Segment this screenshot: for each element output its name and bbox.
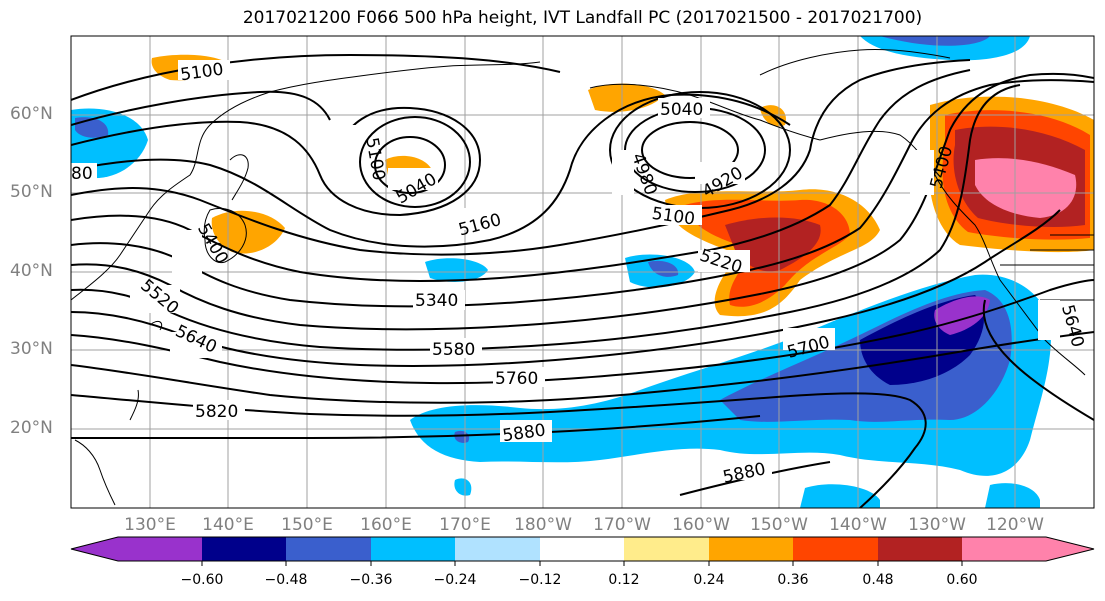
colorbar-segment [118, 537, 202, 561]
colorbar [70, 536, 1095, 566]
contour-label: 80 [71, 164, 93, 184]
colorbar-segment [624, 537, 709, 561]
contour-label: 5340 [415, 291, 458, 311]
lon-label: 170°W [593, 515, 651, 535]
colorbar-segment [793, 537, 878, 561]
colorbar-segment [540, 537, 624, 561]
lat-label: 40°N [10, 261, 53, 281]
shade-sub-small2 [800, 484, 880, 508]
colorbar-tick-label: −0.36 [349, 572, 393, 588]
colorbar-tick-label: 0.12 [608, 572, 640, 588]
lon-label: 140°W [829, 515, 887, 535]
lat-label: 50°N [10, 182, 53, 202]
colorbar-tick-label: 0.36 [777, 572, 809, 588]
colorbar-segment [709, 537, 793, 561]
contour-5100-nw [71, 53, 561, 101]
lon-label: 160°W [672, 515, 730, 535]
shade-sub-small [454, 478, 472, 496]
lat-label: 60°N [10, 104, 53, 124]
height-contours [71, 53, 1094, 508]
colorbar-tick-label: 0.60 [946, 572, 978, 588]
colorbar-tick-label: 0.48 [862, 572, 894, 588]
colorbar-segment [455, 537, 540, 561]
contour-label: 5820 [195, 402, 238, 422]
plot-border [70, 35, 1095, 509]
lon-label: 160°E [360, 515, 412, 535]
shade-sub-small3 [985, 483, 1040, 508]
colorbar-tick-label: 0.24 [693, 572, 725, 588]
colorbar-tick-label: −0.24 [433, 572, 477, 588]
shade-ne-pink [975, 158, 1077, 218]
shade-neg-2b [648, 260, 679, 277]
shade-orange-2 [211, 210, 285, 254]
shade-neg-top2 [880, 36, 990, 46]
lat-label: 30°N [10, 339, 53, 359]
lat-label: 20°N [10, 418, 53, 438]
colorbar-segment [962, 537, 1046, 561]
colorbar-segment [878, 537, 962, 561]
lon-label: 150°W [750, 515, 808, 535]
colorbar-tick-label: −0.12 [518, 572, 562, 588]
colorbar-segment [286, 537, 371, 561]
shade-orange-3 [588, 83, 665, 112]
lon-label: 180°W [514, 515, 572, 535]
shade-sub-purple [934, 296, 990, 335]
lon-label: 140°E [202, 515, 254, 535]
lon-label: 130°W [908, 515, 966, 535]
colorbar-tick-label: −0.60 [180, 572, 224, 588]
colorbar-segment [371, 537, 455, 561]
shade-neg-top [860, 36, 1030, 61]
lon-label: 130°E [124, 515, 176, 535]
colorbar-tick-label: −0.48 [264, 572, 308, 588]
map-title: 2017021200 F066 500 hPa height, IVT Land… [242, 8, 923, 28]
contour-label: 5760 [495, 369, 538, 389]
colorbar-extend-left [71, 537, 118, 561]
contour-low1 [359, 116, 471, 208]
colorbar-extend-right [1046, 537, 1094, 561]
lon-label: 150°E [281, 515, 333, 535]
colorbar-segment [202, 537, 286, 561]
contour-label: 5580 [432, 340, 475, 360]
lon-label: 120°W [986, 515, 1044, 535]
contour-label: 5040 [660, 100, 703, 120]
lon-label: 170°E [439, 515, 491, 535]
shade-neg-1 [425, 258, 488, 282]
